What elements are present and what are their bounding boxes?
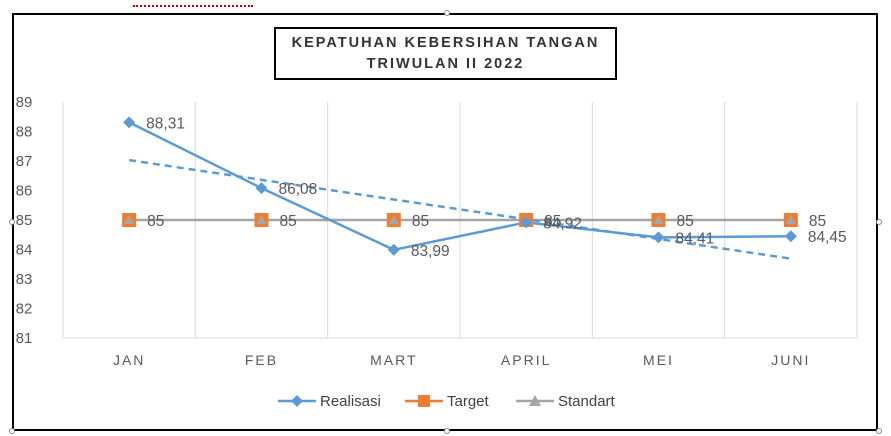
chart-title[interactable]: KEPATUHAN KEBERSIHAN TANGAN TRIWULAN II … [274, 27, 617, 80]
resize-handle-right[interactable] [876, 219, 882, 225]
legend-realisasi-label: Realisasi [320, 393, 381, 410]
chart-area[interactable] [12, 13, 878, 431]
resize-handle-bottom-right[interactable] [876, 428, 882, 434]
chart-title-line-1: KEPATUHAN KEBERSIHAN TANGAN [291, 34, 600, 51]
y-tick-label: 86 [16, 183, 33, 200]
realisasi-marker [387, 243, 400, 256]
standart-marker [256, 215, 267, 224]
x-tick-label: FEB [245, 352, 278, 368]
y-tick-label: 85 [16, 212, 33, 229]
x-tick-label: JAN [113, 352, 145, 368]
y-tick-label: 89 [16, 94, 33, 111]
realisasi-marker [123, 116, 136, 129]
data-label-target: 85 [809, 213, 826, 230]
x-tick-label: MART [370, 352, 417, 368]
data-label-realisasi: 84,41 [676, 230, 715, 247]
legend-standart-marker [529, 395, 541, 406]
spellcheck-underline [133, 0, 253, 7]
standart-marker [124, 215, 135, 224]
resize-handle-bottom[interactable] [444, 428, 450, 434]
data-label-realisasi: 83,99 [411, 243, 450, 260]
y-tick-label: 83 [16, 271, 33, 288]
legend-target-label: Target [447, 393, 490, 410]
y-tick-label: 87 [16, 153, 33, 170]
legend-realisasi-marker [291, 395, 303, 407]
x-tick-label: MEI [643, 352, 674, 368]
data-label-realisasi: 86,08 [279, 181, 318, 198]
data-label-realisasi: 84,45 [808, 229, 847, 246]
y-tick-label: 82 [16, 301, 33, 318]
data-label-target: 85 [677, 213, 694, 230]
y-tick-label: 88 [16, 124, 33, 141]
data-label-target: 85 [280, 213, 297, 230]
data-label-target: 85 [544, 213, 561, 230]
data-label-realisasi: 88,31 [146, 115, 185, 132]
y-tick-label: 81 [16, 330, 33, 347]
realisasi-marker [520, 216, 533, 229]
resize-handle-top[interactable] [444, 10, 450, 16]
legend-target-marker [418, 395, 430, 407]
realisasi-marker [784, 230, 797, 243]
resize-handle-bottom-left[interactable] [9, 428, 15, 434]
legend-standart-label: Standart [558, 393, 616, 410]
standart-marker [388, 215, 399, 224]
x-tick-label: JUNI [771, 352, 810, 368]
standart-marker [653, 215, 664, 224]
data-label-target: 85 [147, 213, 164, 230]
data-label-target: 85 [412, 213, 429, 230]
standart-marker [785, 215, 796, 224]
realisasi-marker [652, 231, 665, 244]
chart-title-line-2: TRIWULAN II 2022 [366, 55, 525, 72]
resize-handle-left[interactable] [9, 219, 15, 225]
y-tick-label: 84 [16, 242, 33, 259]
data-label-realisasi: 84,92 [543, 215, 582, 232]
x-tick-label: APRIL [501, 352, 551, 368]
realisasi-marker [255, 182, 268, 195]
trendline-realisasi [128, 158, 792, 260]
